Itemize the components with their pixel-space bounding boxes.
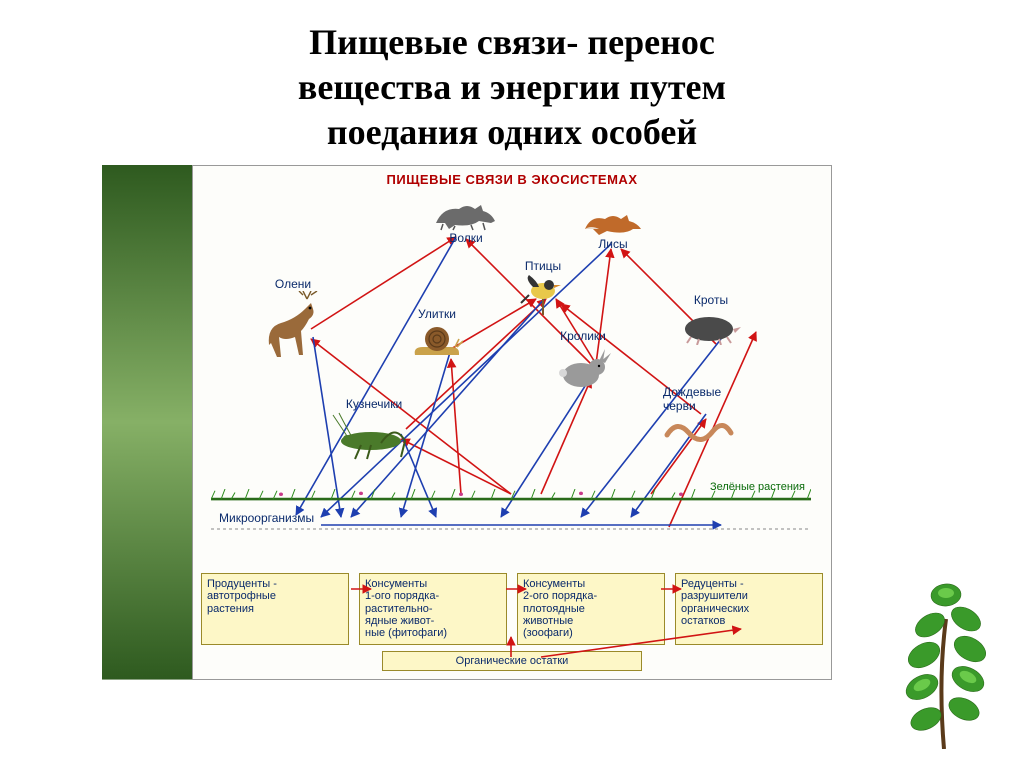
- box-producers: Продуценты - автотрофные растения: [201, 573, 349, 645]
- box-consumers-2: Консументы 2-ого порядка- плотоядные жив…: [517, 573, 665, 645]
- box-reducers: Редуценты - разрушители органических ост…: [675, 573, 823, 645]
- box-line: Консументы: [523, 578, 585, 590]
- page-title: Пищевые связи- перенос вещества и энерги…: [40, 20, 984, 155]
- organism-rabbits: Кролики: [553, 329, 613, 389]
- diagram-title: ПИЩЕВЫЕ СВЯЗИ В ЭКОСИСТЕМАХ: [201, 172, 823, 187]
- diagram-canvas: Волки Лисы Птицы: [201, 189, 823, 569]
- organism-label: Кролики: [560, 329, 606, 343]
- box-line: растения: [207, 603, 254, 615]
- fox-icon: [581, 207, 645, 237]
- box-line: автотрофные: [207, 590, 276, 602]
- diagram-panel: ПИЩЕВЫЕ СВЯЗИ В ЭКОСИСТЕМАХ: [192, 165, 832, 680]
- deer-icon: [253, 291, 333, 369]
- rabbit-icon: [553, 343, 613, 389]
- wolf-icon: [431, 197, 501, 231]
- organism-foxes: Лисы: [581, 207, 645, 251]
- box-line: разрушители: [681, 590, 748, 602]
- trophic-boxes-row: Продуценты - автотрофные растения Консум…: [201, 573, 823, 645]
- box-line: ядные живот-: [365, 615, 434, 627]
- box-line: ные (фитофаги): [365, 627, 447, 639]
- box-line: органических: [681, 603, 749, 615]
- grasshopper-icon: [331, 411, 417, 461]
- organism-label: Дождевые: [663, 385, 721, 399]
- organism-deer: Олени: [253, 277, 333, 369]
- box-line: Редуценты -: [681, 578, 744, 590]
- organism-moles: Кроты: [679, 293, 743, 345]
- green-plants-label: Зелёные растения: [710, 481, 805, 493]
- diagram-container: ПИЩЕВЫЕ СВЯЗИ В ЭКОСИСТЕМАХ: [192, 165, 832, 680]
- title-line-2: вещества и энергии путем: [298, 67, 726, 107]
- organism-label: Кузнечики: [346, 397, 402, 411]
- box-line: остатков: [681, 615, 725, 627]
- organism-label: Волки: [449, 231, 482, 245]
- organism-label: Кроты: [694, 293, 728, 307]
- plant-decoration-icon: [866, 559, 1006, 749]
- box-consumers-1: Консументы 1-ого порядка- растительно- я…: [359, 573, 507, 645]
- box-line: 2-ого порядка-: [523, 590, 597, 602]
- organism-label: Птицы: [525, 259, 561, 273]
- organism-label-2: черви: [663, 399, 696, 413]
- title-line-1: Пищевые связи- перенос: [309, 22, 715, 62]
- snail-icon: [411, 321, 463, 359]
- bird-icon: [519, 273, 567, 315]
- organism-label: Улитки: [418, 307, 456, 321]
- organism-label: Лисы: [598, 237, 627, 251]
- box-line: 1-ого порядка-: [365, 590, 439, 602]
- organic-remains-box: Органические остатки: [382, 651, 642, 671]
- box-line: плотоядные: [523, 603, 585, 615]
- box-line: растительно-: [365, 603, 433, 615]
- organism-snails: Улитки: [411, 307, 463, 359]
- organism-wolves: Волки: [431, 197, 501, 245]
- box-line: (зоофаги): [523, 627, 573, 639]
- box-line: Продуценты -: [207, 578, 277, 590]
- micro-line: [211, 527, 811, 531]
- box-line: Консументы: [365, 578, 427, 590]
- title-line-3: поедания одних особей: [327, 112, 697, 152]
- organism-earthworms: Дождевые черви: [663, 385, 735, 449]
- organism-birds: Птицы: [519, 259, 567, 315]
- organism-label: Олени: [275, 277, 311, 291]
- mole-icon: [679, 307, 743, 345]
- organism-grasshoppers: Кузнечики: [331, 397, 417, 461]
- microorganisms-label: Микроорганизмы: [219, 511, 314, 525]
- slide: Пищевые связи- перенос вещества и энерги…: [0, 0, 1024, 767]
- worm-icon: [663, 415, 735, 449]
- box-line: животные: [523, 615, 573, 627]
